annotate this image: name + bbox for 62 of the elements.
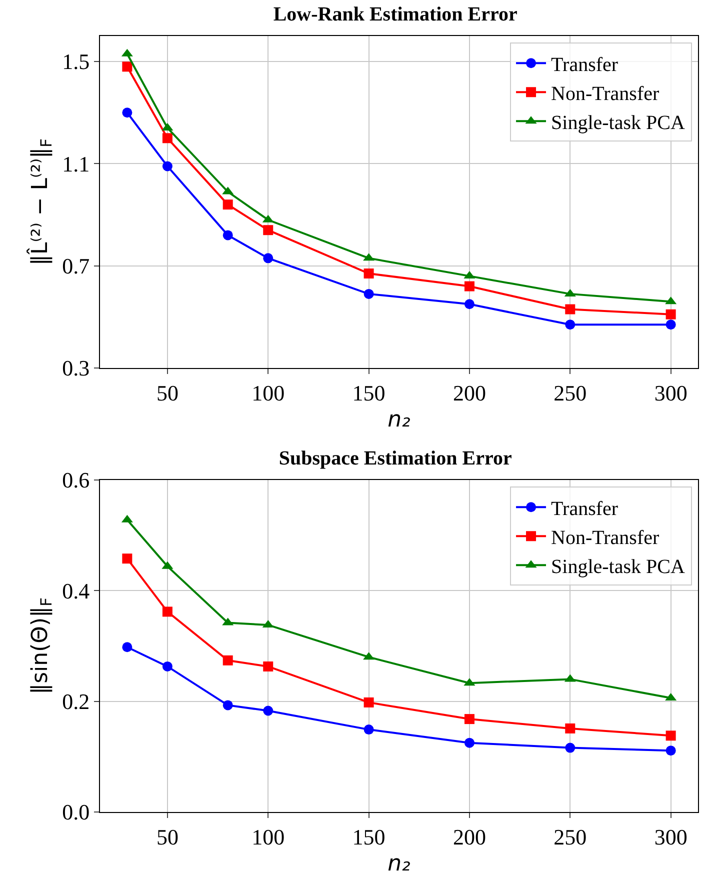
point [364, 288, 374, 299]
x-tick-label: 100 [252, 380, 285, 406]
point [464, 714, 474, 724]
point [464, 738, 474, 748]
point [364, 697, 374, 708]
y-tick-label: 1.5 [62, 49, 90, 74]
point [222, 200, 233, 210]
chart-title: Subspace Estimation Error [278, 448, 512, 470]
point [666, 320, 676, 330]
x-tick-label: 150 [352, 380, 386, 406]
y-tick-label: 0.2 [62, 689, 90, 714]
legend-label: Non-Transfer [551, 526, 660, 549]
legend-label: Transfer [551, 498, 618, 520]
x-axis-title: n₂ [388, 407, 411, 432]
point [464, 281, 474, 292]
x-tick-label: 200 [452, 824, 486, 850]
point [263, 225, 274, 236]
y-tick-label: 0.7 [62, 254, 90, 279]
x-tick-label: 100 [252, 824, 285, 850]
point [364, 268, 374, 279]
point [162, 661, 172, 672]
legend-label: Single-task PCA [551, 112, 686, 134]
point [565, 304, 576, 314]
x-tick-label: 200 [452, 380, 486, 406]
legend-label: Transfer [551, 54, 618, 76]
point [666, 309, 676, 320]
x-tick-label: 150 [352, 824, 386, 850]
point [263, 706, 274, 716]
point [565, 742, 576, 753]
point [122, 554, 132, 564]
y-tick-label: 1.1 [62, 151, 90, 176]
point [222, 700, 233, 710]
point [122, 642, 132, 652]
chart-title: Low-Rank Estimation Error [273, 4, 518, 26]
x-tick-label: 300 [654, 380, 688, 406]
point [666, 730, 676, 741]
y-tick-label: 0.6 [62, 468, 90, 493]
x-tick-label: 250 [554, 824, 587, 850]
legend-label: Single-task PCA [551, 556, 686, 578]
point [222, 230, 233, 240]
y-tick-label: 0.4 [62, 578, 90, 604]
point [464, 299, 474, 310]
point [364, 724, 374, 735]
point [666, 746, 676, 756]
x-tick-label: 50 [156, 380, 178, 406]
point [263, 253, 274, 264]
legend-label: Non-Transfer [551, 82, 660, 105]
point [263, 661, 274, 672]
x-tick-label: 300 [654, 824, 688, 850]
y-tick-label: 0.3 [62, 356, 90, 381]
y-tick-label: 0.0 [62, 800, 90, 825]
point [122, 108, 132, 118]
point [162, 133, 172, 144]
x-axis-title: n₂ [388, 851, 411, 876]
x-tick-label: 250 [554, 380, 587, 406]
point [122, 62, 132, 72]
point [222, 655, 233, 666]
point [162, 161, 172, 172]
x-tick-label: 50 [156, 824, 178, 850]
point [162, 606, 172, 617]
point [565, 723, 576, 734]
point [565, 320, 576, 330]
